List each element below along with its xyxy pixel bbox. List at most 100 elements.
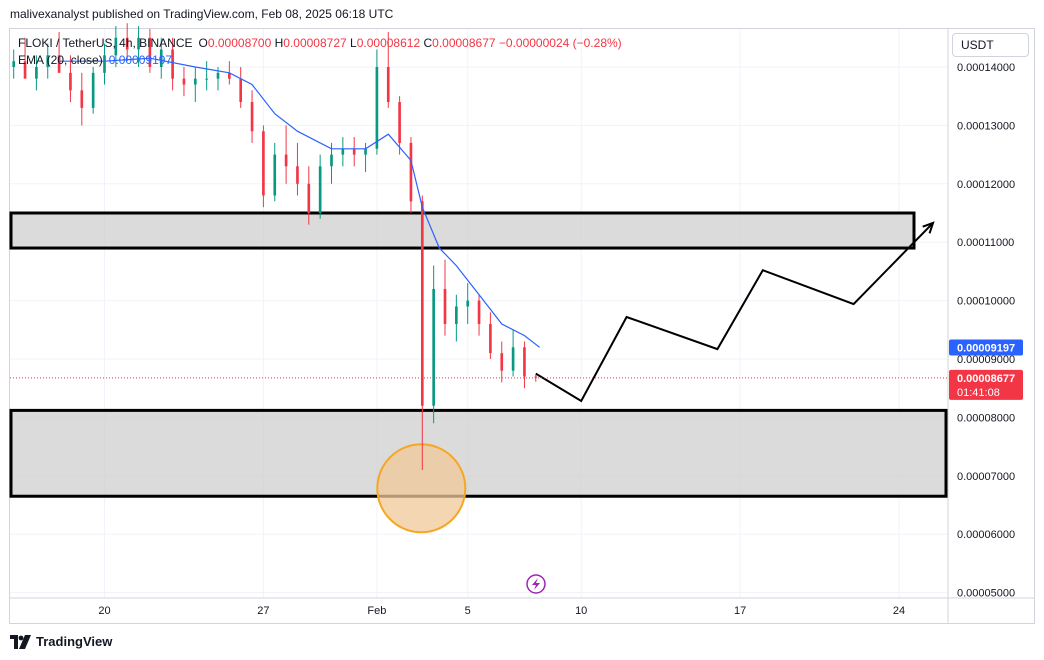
candle[interactable] — [23, 37, 27, 79]
candle[interactable] — [443, 259, 447, 336]
y-tick-label: 0.00011000 — [957, 237, 1014, 249]
candle-body — [182, 78, 186, 85]
lightning-bolt-icon[interactable] — [526, 574, 546, 594]
change-value: −0.00000024 (−0.28%) — [498, 36, 622, 50]
candle-body — [114, 37, 118, 56]
candle-body — [330, 154, 333, 167]
candle-body — [205, 78, 208, 80]
tradingview-logo[interactable]: TradingView — [10, 634, 112, 649]
candle[interactable] — [523, 341, 526, 389]
candle[interactable] — [57, 31, 61, 73]
candle-body — [500, 353, 504, 371]
candle[interactable] — [432, 265, 435, 424]
candle[interactable] — [159, 37, 163, 79]
candle[interactable] — [375, 49, 379, 155]
candle[interactable] — [262, 125, 265, 208]
candle[interactable] — [455, 294, 458, 342]
candle-body — [91, 72, 95, 108]
candle[interactable] — [477, 294, 481, 336]
chart-pane[interactable] — [9, 28, 1035, 624]
candle-body — [432, 288, 435, 406]
candle[interactable] — [511, 329, 515, 377]
candle[interactable] — [466, 283, 470, 324]
resistance-zone[interactable] — [9, 211, 916, 250]
x-tick-label: 17 — [734, 605, 746, 617]
candle[interactable] — [193, 67, 197, 103]
candle[interactable] — [239, 67, 243, 108]
y-tick-label: 0.00007000 — [957, 471, 1015, 483]
candle[interactable] — [103, 43, 106, 85]
candle-body — [409, 142, 413, 202]
candle-body — [228, 72, 231, 79]
x-tick-label: 20 — [98, 605, 110, 617]
candle-body — [386, 67, 390, 103]
candle-body — [455, 306, 458, 324]
candle[interactable] — [330, 142, 333, 184]
ema-price-tag: 0.00009197 — [949, 339, 1023, 356]
candle[interactable] — [284, 125, 288, 184]
projection-arrowhead — [922, 221, 935, 234]
candle-body — [341, 148, 345, 155]
high-label: H — [274, 36, 284, 50]
currency-button[interactable]: USDT — [952, 33, 1029, 57]
candle[interactable] — [420, 195, 424, 470]
open-value: 0.00008700 — [207, 36, 272, 50]
symbol-title[interactable]: FLOKI / TetherUS, 4h, BINANCE — [18, 36, 193, 50]
y-tick-label: 0.00008000 — [957, 412, 1015, 424]
candle[interactable] — [409, 137, 413, 213]
candle[interactable] — [35, 55, 38, 91]
ohlc-row: FLOKI / TetherUS, 4h, BINANCE O0.0000870… — [18, 35, 622, 52]
candle-body — [239, 78, 243, 103]
high-value: 0.00008727 — [283, 36, 347, 50]
candle[interactable] — [137, 26, 140, 67]
candle[interactable] — [352, 137, 356, 167]
last-price-tag-bg — [949, 369, 1023, 400]
candle-body — [125, 37, 129, 50]
candle-body — [511, 347, 515, 371]
candle[interactable] — [69, 55, 72, 103]
highlight-circle[interactable] — [376, 443, 467, 534]
y-tick-label: 0.00009000 — [957, 354, 1015, 366]
candle-body — [250, 102, 254, 132]
candle-body — [193, 78, 197, 85]
candle-body — [148, 37, 152, 67]
ema-line[interactable] — [59, 57, 540, 348]
candle-body — [171, 49, 174, 79]
candle[interactable] — [46, 43, 50, 79]
publisher-attribution: malivexanalyst published on TradingView.… — [10, 7, 394, 21]
candle[interactable] — [12, 49, 16, 79]
ema-label[interactable]: EMA (20, close) — [18, 53, 103, 67]
candle[interactable] — [296, 142, 299, 196]
support-zone[interactable] — [9, 408, 948, 498]
candle-body — [103, 55, 106, 73]
candle-body — [443, 288, 447, 324]
candle-body — [375, 67, 379, 149]
candle[interactable] — [91, 67, 95, 114]
candle[interactable] — [341, 137, 345, 167]
candle[interactable] — [125, 23, 129, 62]
candle[interactable] — [318, 154, 322, 219]
projection-path[interactable] — [535, 222, 934, 403]
candle[interactable] — [398, 96, 401, 155]
candle[interactable] — [489, 312, 492, 359]
candle[interactable] — [250, 90, 254, 143]
candle[interactable] — [80, 72, 84, 126]
candle[interactable] — [307, 166, 311, 225]
candle[interactable] — [182, 67, 186, 97]
candle[interactable] — [386, 31, 390, 108]
close-value: 0.00008677 — [432, 36, 496, 50]
candle[interactable] — [500, 341, 504, 383]
candle-body — [364, 148, 367, 155]
candle-body — [534, 376, 538, 378]
candle-body — [296, 166, 299, 184]
candle[interactable] — [148, 29, 152, 73]
candle-body — [477, 300, 481, 324]
y-tick-label: 0.00013000 — [957, 120, 1015, 132]
candle[interactable] — [364, 142, 367, 173]
candle-body — [523, 347, 526, 377]
candle[interactable] — [205, 61, 208, 91]
x-tick-label: 10 — [575, 605, 587, 617]
candle[interactable] — [273, 142, 277, 202]
candle[interactable] — [171, 37, 174, 91]
